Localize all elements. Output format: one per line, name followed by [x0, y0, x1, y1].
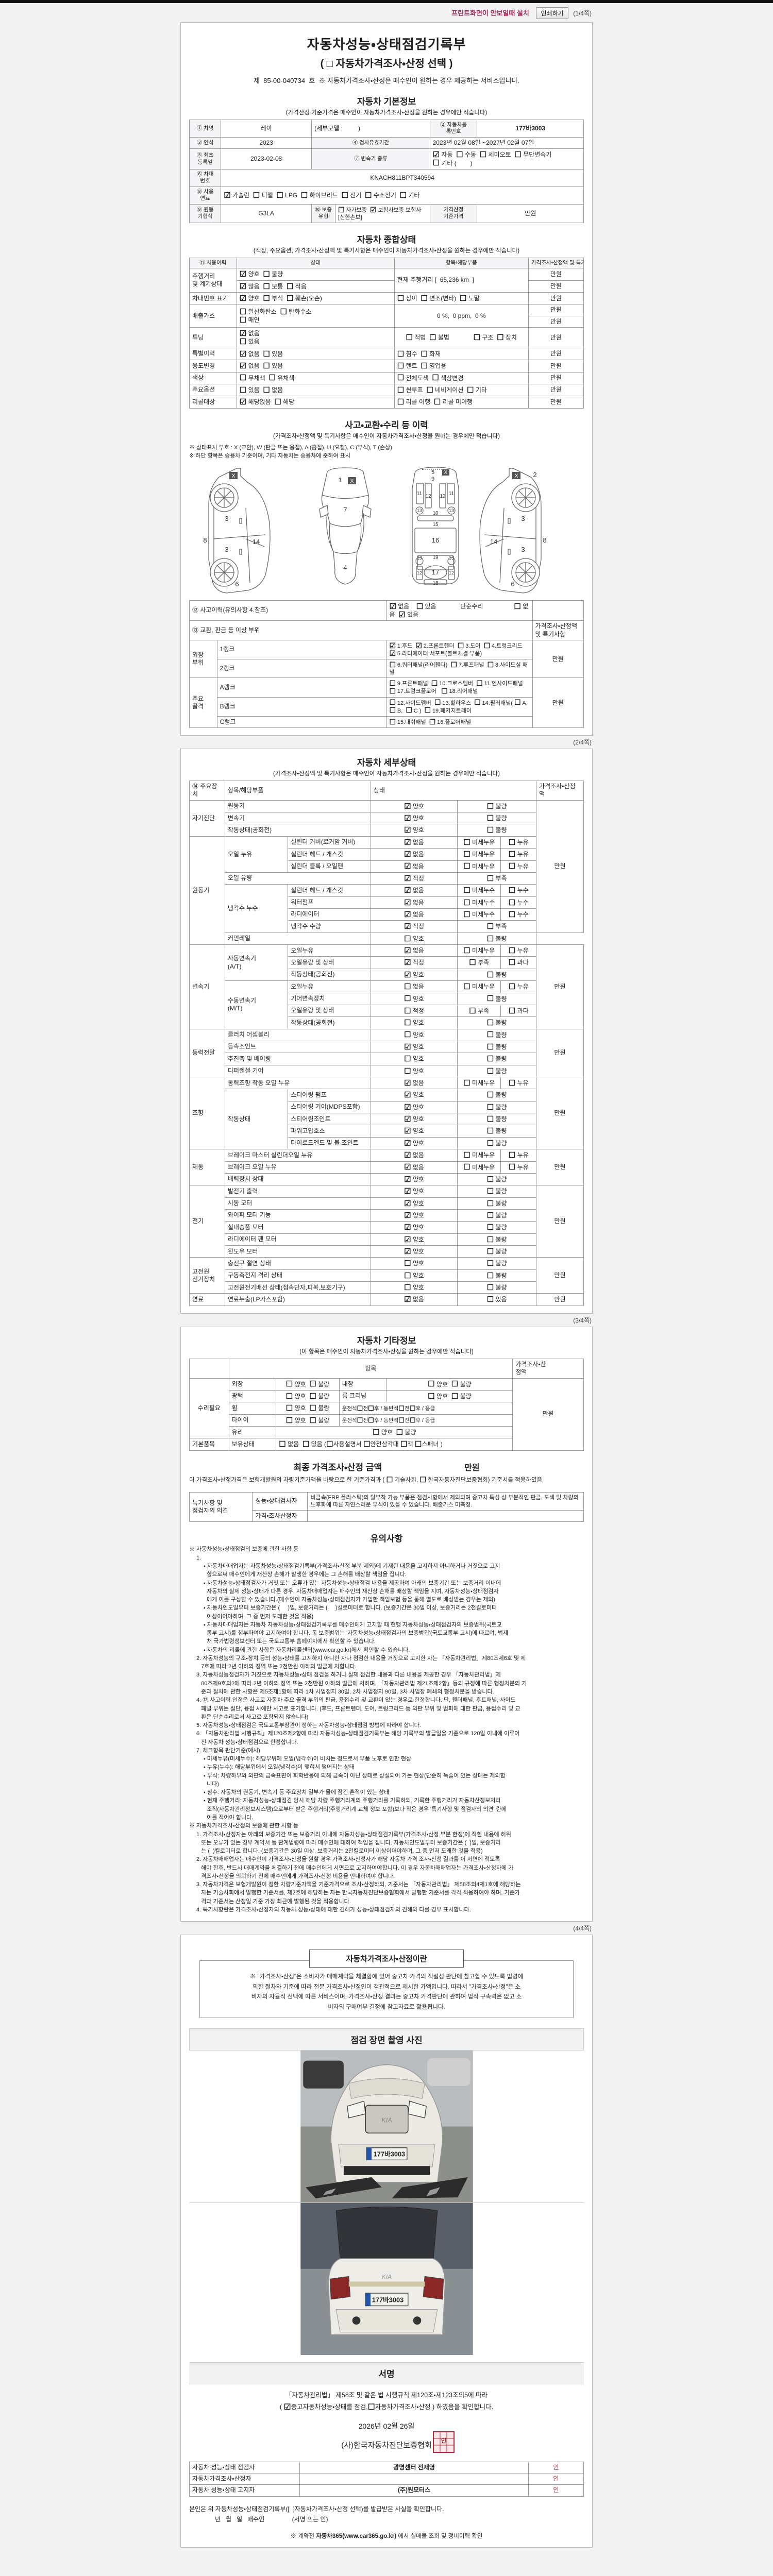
svg-text:1: 1 [338, 476, 342, 484]
svg-text:12: 12 [417, 570, 422, 575]
svg-text:8: 8 [203, 536, 207, 544]
svg-text:X: X [444, 470, 448, 476]
svg-text:5: 5 [431, 469, 434, 476]
svg-text:13: 13 [449, 508, 454, 513]
svg-text:177바3003: 177바3003 [372, 2296, 403, 2304]
svg-text:4: 4 [343, 564, 347, 571]
svg-text:13: 13 [417, 508, 422, 513]
svg-text:2: 2 [533, 471, 536, 479]
svg-text:3: 3 [521, 546, 525, 553]
svg-text:3: 3 [225, 546, 228, 553]
svg-text:6: 6 [511, 580, 514, 588]
svg-text:14: 14 [253, 538, 260, 546]
svg-text:18: 18 [432, 581, 439, 586]
svg-text:3: 3 [225, 515, 228, 522]
svg-text:13: 13 [449, 555, 454, 561]
svg-text:10: 10 [432, 511, 439, 516]
svg-text:11: 11 [417, 491, 423, 497]
svg-text:X: X [514, 473, 518, 479]
svg-text:14: 14 [490, 538, 497, 546]
svg-text:7: 7 [343, 506, 347, 514]
svg-text:17: 17 [432, 568, 439, 576]
svg-text:3: 3 [521, 515, 525, 522]
svg-text:13: 13 [417, 555, 422, 561]
svg-text:X: X [231, 473, 236, 479]
svg-text:12: 12 [449, 570, 454, 575]
svg-text:X: X [350, 478, 354, 484]
svg-text:177바3003: 177바3003 [373, 2150, 405, 2158]
svg-text:15: 15 [432, 522, 439, 528]
svg-text:12: 12 [440, 494, 446, 499]
svg-text:9: 9 [431, 476, 434, 482]
svg-text:8: 8 [543, 536, 546, 544]
svg-text:11: 11 [449, 491, 455, 497]
svg-text:KIA: KIA [381, 2116, 392, 2124]
svg-text:KIA: KIA [381, 2274, 391, 2281]
svg-text:6: 6 [235, 580, 239, 588]
svg-text:인: 인 [441, 2437, 446, 2444]
svg-text:12: 12 [425, 494, 431, 499]
svg-text:16: 16 [432, 536, 439, 544]
svg-text:19: 19 [432, 555, 439, 561]
